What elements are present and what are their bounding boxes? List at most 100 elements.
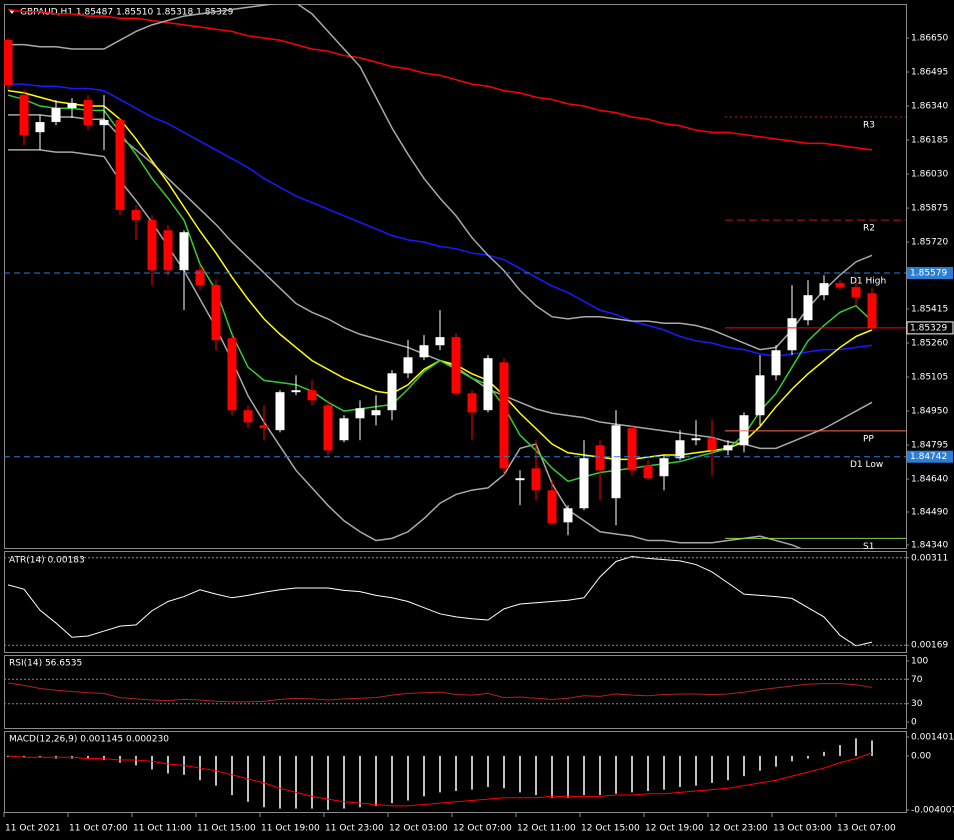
macd-title: MACD(12,26,9) 0.001145 0.000230 bbox=[9, 735, 169, 745]
macd-bar bbox=[151, 755, 153, 770]
candle-body bbox=[803, 295, 813, 321]
candle-body bbox=[403, 357, 413, 374]
macd-bar bbox=[567, 755, 569, 798]
y-tick-label: 1.86340 bbox=[911, 102, 948, 112]
macd-bar bbox=[711, 755, 713, 783]
y-tick-label: 100 bbox=[911, 657, 928, 667]
candle-body bbox=[531, 468, 541, 491]
y-tick-label: -0.004007 bbox=[911, 806, 954, 816]
macd-bar bbox=[87, 755, 89, 759]
macd-bar bbox=[311, 755, 313, 809]
price-box-label: 1.85579 bbox=[910, 269, 947, 279]
macd-bar bbox=[103, 755, 105, 760]
candle-body bbox=[243, 410, 253, 423]
macd-panel bbox=[4, 731, 907, 813]
y-tick-label: 70 bbox=[911, 675, 923, 685]
candle-body bbox=[99, 120, 109, 126]
macd-bar bbox=[39, 755, 41, 758]
macd-bar bbox=[551, 755, 553, 798]
macd-bar bbox=[871, 740, 873, 756]
candle-body bbox=[723, 445, 733, 451]
candle-body bbox=[67, 102, 77, 109]
macd-bar bbox=[663, 755, 665, 790]
candle-body bbox=[627, 428, 637, 471]
macd-bar bbox=[743, 755, 745, 777]
y-tick-label: 1.84340 bbox=[911, 540, 948, 550]
chart-title: GBPAUD,H1 1.85487 1.85510 1.85318 1.8532… bbox=[20, 8, 234, 18]
plot-area bbox=[7, 556, 873, 647]
y-tick-label: 1.84640 bbox=[911, 475, 948, 485]
price-box bbox=[907, 267, 953, 280]
candle-body bbox=[211, 285, 221, 341]
x-tick-label: 11 Oct 15:00 bbox=[197, 824, 256, 834]
macd-bar bbox=[359, 755, 361, 808]
macd-bar bbox=[295, 755, 297, 809]
candle-body bbox=[707, 438, 717, 451]
y-tick-label: 1.85415 bbox=[911, 305, 948, 315]
candle-body bbox=[147, 220, 157, 271]
x-tick-label: 13 Oct 03:00 bbox=[773, 824, 832, 834]
macd-bar bbox=[279, 755, 281, 809]
macd-bar bbox=[391, 755, 393, 804]
x-tick-label: 11 Oct 23:00 bbox=[325, 824, 384, 834]
x-tick-label: 12 Oct 15:00 bbox=[581, 824, 640, 834]
x-tick-label: 12 Oct 07:00 bbox=[453, 824, 512, 834]
candle-body bbox=[467, 393, 477, 413]
candle-body bbox=[515, 478, 525, 481]
macd-bar bbox=[695, 755, 697, 786]
price-box bbox=[907, 450, 953, 463]
candle-body bbox=[659, 458, 669, 477]
macd-bar bbox=[519, 755, 521, 793]
candle-body bbox=[787, 318, 797, 351]
x-tick-label: 13 Oct 07:00 bbox=[837, 824, 896, 834]
level-label: S1 bbox=[863, 542, 874, 552]
macd-bar bbox=[791, 755, 793, 762]
candle-body bbox=[339, 418, 349, 441]
macd-bar bbox=[823, 751, 825, 756]
y-tick-label: 1.85105 bbox=[911, 373, 948, 383]
y-tick-label: 1.86495 bbox=[911, 68, 948, 78]
candle-body bbox=[163, 230, 173, 271]
level-label: PP bbox=[863, 434, 874, 444]
candle-body bbox=[755, 375, 765, 416]
candle-body bbox=[547, 490, 557, 524]
candle-body bbox=[19, 95, 29, 136]
macd-bar bbox=[423, 755, 425, 797]
menu-arrow[interactable] bbox=[9, 10, 15, 14]
indicator-line bbox=[7, 682, 873, 703]
y-tick-label: 1.85875 bbox=[911, 204, 948, 214]
indicator-line bbox=[7, 556, 873, 647]
x-tick-label: 11 Oct 07:00 bbox=[69, 824, 128, 834]
y-tick-label: 0.00169 bbox=[911, 641, 948, 651]
macd-bar bbox=[343, 755, 345, 809]
macd-bar bbox=[167, 755, 169, 774]
plot-area bbox=[4, 4, 906, 548]
candle-body bbox=[355, 408, 365, 419]
candle-body bbox=[499, 362, 509, 469]
bid-box-label: 1.85329 bbox=[910, 323, 947, 333]
y-tick-label: 1.86185 bbox=[911, 136, 948, 146]
candle-body bbox=[483, 358, 493, 411]
candle-body bbox=[291, 390, 301, 393]
candle-body bbox=[451, 337, 461, 394]
macd-bar bbox=[487, 755, 489, 787]
bid-box bbox=[906, 321, 954, 335]
y-tick-label: 30 bbox=[911, 699, 923, 709]
macd-bar bbox=[407, 755, 409, 801]
y-tick-label: 0.00311 bbox=[911, 553, 948, 563]
candle-body bbox=[835, 283, 845, 288]
candle-body bbox=[4, 39, 13, 85]
candle-body bbox=[771, 350, 781, 376]
rsi-title: RSI(14) 56.6535 bbox=[9, 659, 82, 669]
macd-bar bbox=[439, 755, 441, 793]
macd-bar bbox=[375, 755, 377, 806]
macd-bar bbox=[855, 738, 857, 756]
macd-bar bbox=[775, 755, 777, 767]
y-tick-label: 1.85260 bbox=[911, 339, 948, 349]
candle-body bbox=[371, 410, 381, 416]
y-tick-label: 1.86030 bbox=[911, 170, 948, 180]
candle-body bbox=[611, 425, 621, 499]
candle-body bbox=[675, 440, 685, 459]
level-label: D1 Low bbox=[850, 460, 883, 470]
